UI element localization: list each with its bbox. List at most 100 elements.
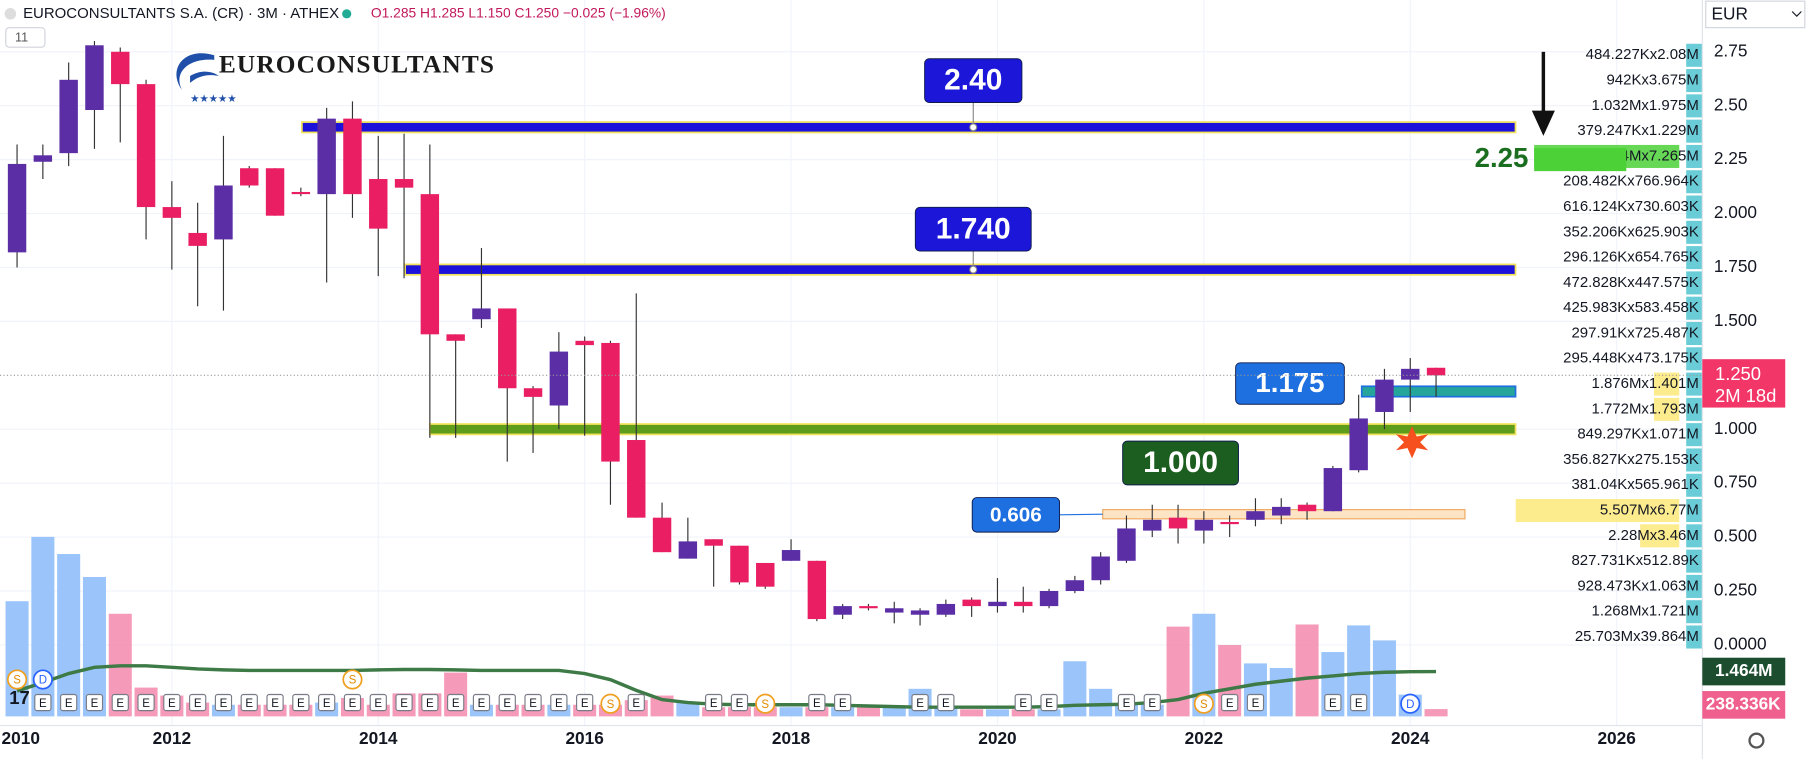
volume-bar	[1372, 640, 1396, 717]
level-label-box	[1235, 362, 1345, 405]
y-tick-label: 0.750	[1714, 472, 1757, 492]
event-label: E	[1329, 698, 1337, 710]
event-label: E	[297, 698, 305, 710]
event-label: E	[581, 698, 589, 710]
level-band	[404, 263, 1517, 276]
profile-label: 379.247Kx1.229M	[1577, 122, 1699, 139]
indicator-count[interactable]: 11	[15, 30, 28, 44]
event-marker	[32, 669, 53, 690]
event-marker	[1324, 693, 1342, 712]
event-marker	[755, 693, 776, 714]
y-tick-label: 2.75	[1714, 40, 1748, 60]
x-tick-label: 2026	[1597, 728, 1635, 748]
candle-body	[1143, 519, 1162, 531]
connector	[1059, 513, 1103, 516]
profile-label: 356.827Kx275.153K	[1563, 451, 1699, 468]
level-band	[301, 121, 1517, 134]
event-label: E	[220, 698, 228, 710]
profile-label: 1.772Mx1.793M	[1592, 400, 1699, 417]
profile-bar	[1686, 220, 1703, 244]
profile-bar	[1686, 448, 1703, 472]
candle-body	[523, 388, 543, 397]
event-label: E	[1019, 698, 1027, 710]
event-label: E	[1355, 698, 1363, 710]
profile-bar	[1640, 524, 1680, 548]
candle-body	[1426, 367, 1446, 376]
volume-bar	[882, 707, 906, 717]
x-tick-label: 2022	[1185, 728, 1223, 748]
event-marker	[343, 693, 362, 712]
indicator-badge[interactable]	[5, 27, 46, 48]
event-marker	[1117, 693, 1136, 712]
grid	[0, 0, 1703, 726]
level-label-box	[1122, 440, 1239, 486]
profile-bar	[1686, 524, 1703, 548]
profile-bar	[1686, 499, 1703, 523]
event-label: E	[349, 698, 357, 710]
event-label: E	[1226, 698, 1234, 710]
candle-body	[1272, 506, 1291, 516]
x-tick-label: 2024	[1391, 728, 1430, 748]
volume-ma-line	[16, 664, 1437, 709]
event-marker	[34, 693, 52, 712]
event-marker	[342, 669, 363, 690]
candle-body	[575, 340, 594, 346]
symbol-title: EUROCONSULTANTS S.A. (CR) · 3M · ATHEX	[23, 5, 339, 22]
profile-bar	[1686, 43, 1703, 67]
profile-bar	[1686, 549, 1703, 573]
volume-bar	[1424, 709, 1448, 717]
candle-body	[472, 308, 491, 320]
logo-swoosh	[176, 53, 215, 90]
event-label: E	[65, 698, 73, 710]
candle-body	[1323, 468, 1343, 512]
y-tick-label: 0.500	[1714, 526, 1757, 546]
candle-body	[859, 606, 878, 609]
candle-body	[601, 342, 620, 462]
candle-body	[730, 545, 749, 583]
profile-label: 928.473Kx1.063M	[1577, 577, 1699, 594]
volume-bar	[1037, 709, 1061, 717]
profile-label: 1.268Mx1.721M	[1592, 603, 1699, 620]
candle-body	[936, 603, 956, 615]
candle-body	[781, 550, 801, 561]
profile-label: 484.227Kx2.08M	[1586, 46, 1699, 63]
profile-bar	[1686, 119, 1703, 143]
volume-bar	[805, 707, 829, 717]
candle-body	[1375, 379, 1394, 412]
anchor	[969, 123, 978, 132]
event-label: E	[1045, 698, 1053, 710]
profile-bar	[1653, 372, 1680, 396]
event-label: E	[116, 698, 124, 710]
event-marker	[808, 693, 826, 712]
y-tick-label: 1.750	[1714, 256, 1757, 276]
axes: 2.75 2.50 2.25 2.000 1.750 1.500 1.000 0.750 0.5…	[2, 40, 1767, 748]
y-tick-label: 1.000	[1714, 418, 1757, 438]
event-marker	[266, 693, 284, 712]
candle-body	[343, 118, 362, 195]
volume-bar	[1011, 709, 1035, 717]
volume-bar	[779, 707, 803, 717]
profile-bar	[1686, 94, 1703, 118]
x-tick-label: 2012	[153, 728, 191, 748]
volume-bar	[934, 707, 958, 717]
event-marker	[1400, 693, 1421, 714]
event-label: E	[400, 698, 408, 710]
event-label: E	[529, 698, 537, 710]
currency[interactable]: EUR	[1712, 4, 1748, 24]
annotation-label: 2.25	[1475, 142, 1529, 173]
profile-label: 297.91Kx725.487K	[1571, 324, 1698, 341]
candle-body	[59, 79, 78, 154]
profile-bar	[1686, 321, 1703, 346]
event-marker	[937, 693, 955, 712]
candle-body	[678, 541, 698, 559]
event-marker	[550, 693, 568, 712]
settings-icon[interactable]	[1748, 732, 1765, 749]
x-tick-label: 2018	[772, 728, 811, 748]
candle-body	[188, 232, 207, 246]
event-marker	[369, 693, 387, 712]
event-marker	[292, 693, 310, 712]
profile-bar	[1686, 347, 1703, 371]
event-marker	[137, 693, 155, 712]
currency-select[interactable]	[1705, 0, 1806, 29]
